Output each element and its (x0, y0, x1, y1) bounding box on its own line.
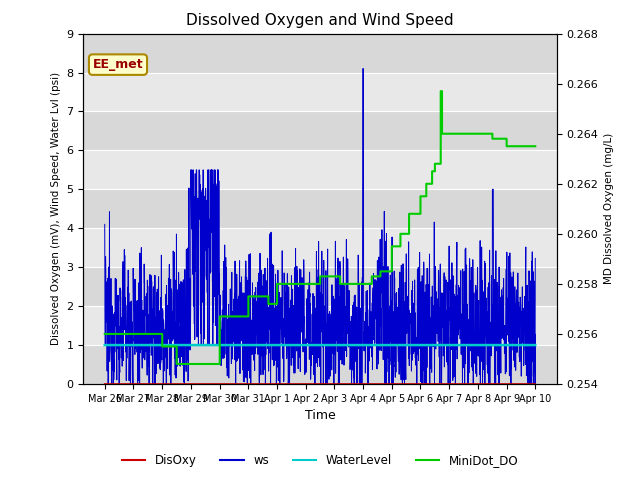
Bar (83, 34, 557, 72)
Bar (83, 111, 557, 150)
X-axis label: Time: Time (305, 409, 335, 422)
Bar (83, 345, 557, 384)
Text: EE_met: EE_met (93, 58, 143, 71)
Bar (83, 306, 557, 345)
Bar (83, 228, 557, 267)
Bar (83, 189, 557, 228)
Bar (83, 150, 557, 189)
Legend: DisOxy, ws, WaterLevel, MiniDot_DO: DisOxy, ws, WaterLevel, MiniDot_DO (117, 449, 523, 472)
Bar (83, 267, 557, 306)
Bar (83, 72, 557, 111)
Title: Dissolved Oxygen and Wind Speed: Dissolved Oxygen and Wind Speed (186, 13, 454, 28)
Y-axis label: Dissolved Oxygen (mV), Wind Speed, Water Lvl (psi): Dissolved Oxygen (mV), Wind Speed, Water… (51, 72, 61, 346)
Y-axis label: MD Dissolved Oxygen (mg/L): MD Dissolved Oxygen (mg/L) (604, 133, 614, 285)
